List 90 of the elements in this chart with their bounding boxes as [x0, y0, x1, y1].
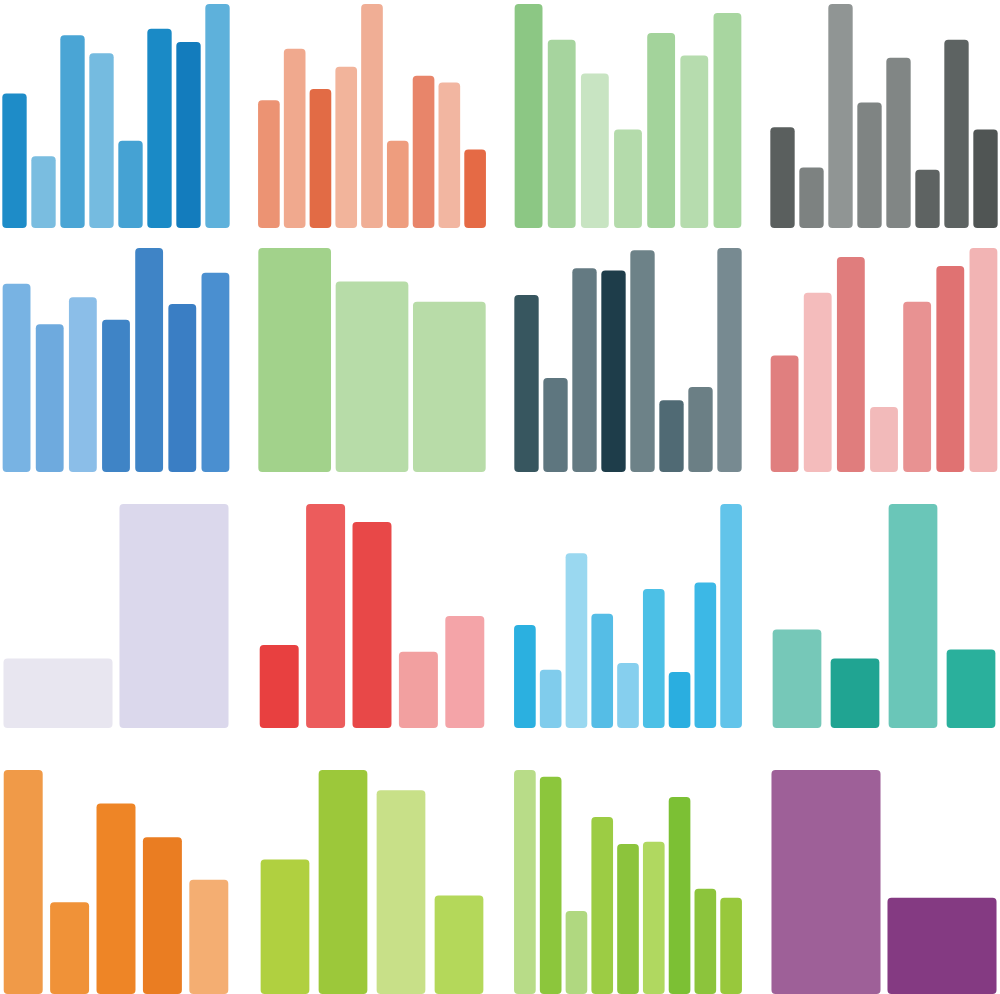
bar — [205, 4, 230, 228]
bar — [352, 521, 392, 728]
bar — [68, 297, 97, 472]
bar — [617, 663, 639, 728]
bar — [828, 4, 853, 228]
bar — [572, 268, 597, 472]
bar — [306, 504, 346, 728]
bar — [903, 301, 932, 472]
bar — [630, 250, 655, 472]
bar — [398, 651, 438, 728]
bar — [617, 843, 639, 994]
bar — [870, 407, 898, 472]
bar — [539, 776, 562, 994]
bar — [438, 82, 461, 228]
bar — [386, 140, 409, 228]
bar — [514, 4, 543, 228]
bar — [770, 355, 799, 472]
bar — [118, 140, 143, 228]
bar — [580, 73, 609, 228]
bar — [201, 272, 230, 472]
bar — [309, 89, 332, 228]
bar — [713, 12, 742, 228]
bar — [772, 629, 822, 728]
bar — [2, 283, 31, 472]
bar — [539, 669, 562, 728]
bar — [147, 28, 172, 228]
bar — [2, 93, 27, 228]
bar — [283, 48, 306, 228]
bar — [335, 66, 358, 228]
bar — [514, 624, 536, 728]
bar — [189, 879, 229, 994]
bar — [543, 377, 568, 472]
bar — [720, 504, 742, 728]
bar — [258, 100, 280, 228]
bar — [445, 616, 485, 728]
bar — [464, 149, 486, 228]
bar — [717, 248, 742, 472]
bar — [318, 770, 368, 994]
bar — [176, 42, 201, 228]
bar — [944, 39, 969, 228]
bar — [659, 400, 684, 472]
bar — [434, 895, 484, 994]
bar — [102, 319, 130, 472]
bar — [591, 613, 614, 728]
bar — [668, 672, 691, 728]
bar — [830, 658, 880, 728]
bar — [135, 248, 164, 472]
bar — [50, 902, 90, 994]
bar — [565, 553, 588, 728]
bar — [694, 888, 717, 994]
bar — [60, 35, 85, 228]
bar — [836, 256, 865, 472]
bar — [803, 292, 832, 472]
bar — [969, 248, 998, 472]
bar — [514, 295, 539, 472]
bar — [886, 57, 911, 228]
bar — [936, 265, 965, 472]
bar — [168, 304, 197, 472]
bar — [3, 770, 43, 994]
bar — [565, 911, 588, 994]
bar — [412, 75, 435, 228]
bar — [647, 33, 676, 228]
bar — [591, 817, 614, 994]
bar — [642, 841, 665, 994]
bar — [799, 167, 824, 228]
bar — [514, 770, 536, 994]
bar — [720, 897, 742, 994]
bar — [142, 837, 182, 994]
bar — [946, 649, 996, 728]
bar — [35, 324, 64, 472]
bar — [915, 169, 940, 228]
bar — [31, 156, 56, 228]
bar — [680, 55, 709, 228]
bar — [857, 102, 882, 228]
bar — [376, 790, 426, 994]
bar — [260, 859, 310, 994]
bar — [547, 39, 576, 228]
bar — [614, 129, 642, 228]
bar — [973, 129, 998, 228]
bar — [361, 4, 383, 228]
bar — [601, 270, 626, 472]
bar — [888, 504, 938, 728]
bar — [96, 803, 136, 994]
bar — [259, 645, 299, 728]
bar — [688, 386, 713, 472]
bar — [694, 582, 717, 728]
bar — [89, 53, 114, 228]
bar — [668, 796, 691, 994]
bar — [770, 127, 795, 228]
bar — [642, 589, 665, 728]
